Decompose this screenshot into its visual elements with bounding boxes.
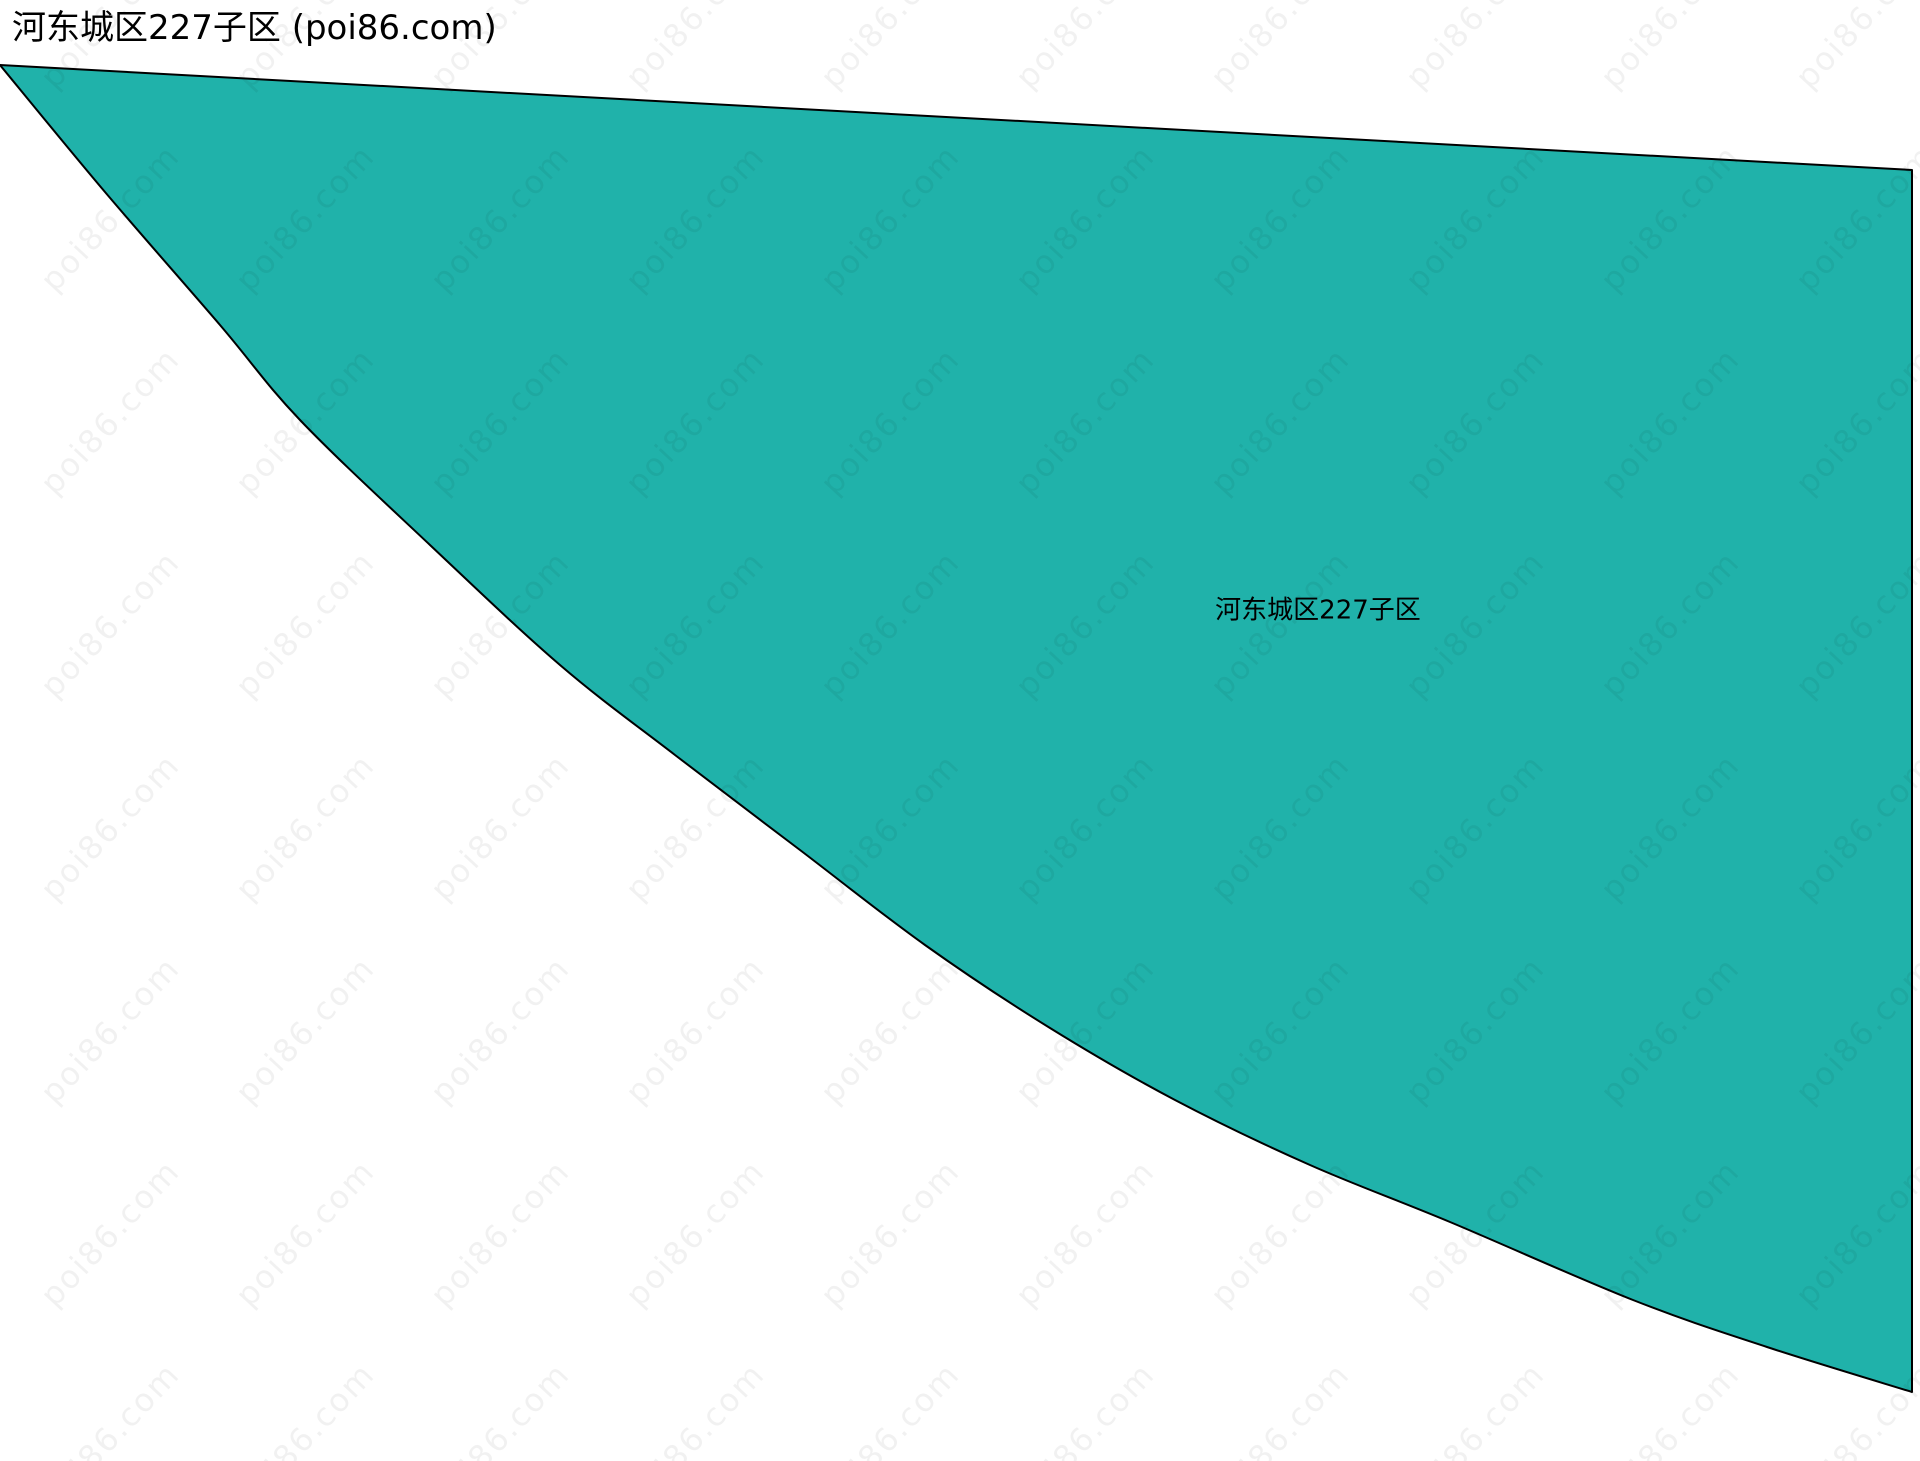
page-title: 河东城区227子区 (poi86.com) — [12, 8, 497, 48]
region-label: 河东城区227子区 — [1215, 595, 1421, 626]
district-polygon — [0, 64, 1913, 1393]
